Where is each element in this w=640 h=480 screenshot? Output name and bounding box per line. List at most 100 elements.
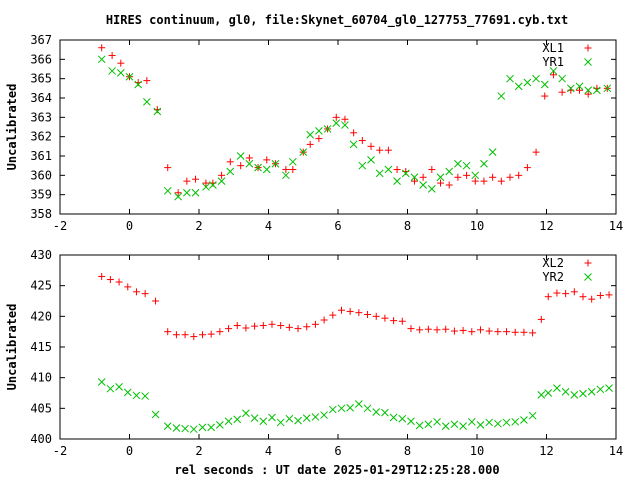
x-tick-label: 14	[609, 444, 623, 458]
x-tick-label: 0	[126, 219, 133, 233]
data-point-yr1	[575, 82, 584, 91]
x-tick-label: 10	[470, 444, 484, 458]
data-point-xl2	[364, 310, 372, 318]
data-point-yr1	[410, 173, 419, 182]
y-tick-label: 425	[30, 279, 52, 293]
data-point-xl1	[532, 148, 540, 156]
data-point-xl2	[570, 288, 578, 296]
data-point-xl2	[485, 327, 493, 335]
y-axis-label: Uncalibrated	[5, 84, 19, 171]
data-point-yr2	[285, 414, 294, 423]
data-point-yr1	[153, 107, 162, 116]
data-point-yr2	[570, 390, 579, 399]
data-point-yr2	[189, 425, 198, 434]
x-tick-label: 2	[195, 219, 202, 233]
y-tick-label: 365	[30, 72, 52, 86]
data-point-yr1	[332, 119, 341, 127]
data-point-yr2	[372, 408, 381, 416]
data-point-xl2	[132, 288, 140, 296]
data-point-xl1	[282, 166, 290, 174]
x-axis-label: rel seconds : UT date 2025-01-29T12:25:2…	[174, 463, 499, 477]
data-point-xl1	[523, 164, 531, 172]
data-point-yr2	[354, 400, 363, 408]
data-point-xl2	[407, 325, 415, 333]
data-point-xl1	[237, 162, 245, 170]
data-point-yr1	[384, 165, 393, 174]
data-point-xl1	[183, 177, 191, 185]
data-point-yr1	[282, 171, 290, 180]
legend-label-yr1: YR1	[542, 55, 564, 69]
data-point-yr2	[544, 389, 553, 397]
y-tick-label: 420	[30, 309, 52, 323]
legend-label-yr2: YR2	[542, 270, 564, 284]
data-point-xl1	[350, 129, 358, 137]
data-point-xl2	[141, 290, 149, 298]
data-point-yr2	[250, 414, 259, 423]
data-point-yr2	[596, 385, 605, 394]
top-panel: -2 0 2 4 6 8 10 12 14 358 359 360 361 362 363 364 365 366…	[5, 33, 623, 233]
data-point-xl1	[515, 171, 523, 179]
data-point-yr2	[207, 423, 216, 432]
data-point-yr1	[202, 183, 210, 191]
data-point-yr2	[198, 423, 207, 432]
data-point-xl1	[471, 177, 479, 185]
data-point-xl1	[341, 115, 349, 123]
x-tick-label: 6	[334, 444, 341, 458]
data-point-yr2	[163, 422, 172, 430]
data-point-xl2	[337, 306, 345, 314]
data-point-xl1	[174, 189, 182, 197]
data-point-xl2	[303, 323, 311, 331]
data-point-xl1	[263, 156, 271, 164]
data-point-yr2	[528, 411, 537, 420]
data-point-yr2	[242, 409, 250, 418]
data-point-yr1	[454, 159, 462, 168]
data-point-yr1	[393, 177, 401, 185]
data-point-yr1	[323, 125, 332, 133]
data-point-yr1	[271, 159, 280, 168]
x-tick-label: 0	[126, 444, 133, 458]
x-tick-label: -2	[53, 444, 67, 458]
data-point-xl1	[489, 173, 497, 181]
data-point-yr2	[485, 418, 494, 427]
data-point-xl1	[332, 113, 340, 121]
data-point-xl1	[192, 175, 200, 183]
data-point-yr1	[226, 167, 235, 176]
data-point-xl2	[164, 328, 172, 336]
data-point-xl1	[454, 173, 462, 181]
y-tick-label: 359	[30, 188, 52, 202]
y-tick-label: 358	[30, 207, 52, 221]
data-point-yr2	[259, 417, 268, 426]
data-point-yr1	[436, 173, 445, 182]
data-point-xl2	[225, 325, 233, 333]
data-point-yr1	[143, 98, 151, 106]
data-point-yr1	[306, 130, 315, 139]
x-tick-label: 2	[195, 444, 202, 458]
data-point-xl1	[98, 44, 106, 52]
data-point-xl2	[277, 322, 285, 330]
data-point-yr1	[125, 72, 134, 81]
data-point-yr1	[236, 152, 245, 160]
x-tick-label: 12	[539, 219, 553, 233]
y-axis-label: Uncalibrated	[5, 304, 19, 391]
data-point-xl2	[520, 328, 528, 336]
data-point-yr2	[106, 384, 115, 393]
data-point-yr1	[593, 86, 601, 95]
data-point-xl2	[285, 323, 293, 331]
data-point-xl2	[294, 325, 302, 333]
data-point-xl2	[190, 333, 198, 341]
chart-title: HIRES continuum, gl0, file:Skynet_60704_…	[106, 13, 568, 28]
data-point-yr1	[532, 74, 540, 83]
data-point-xl2	[198, 331, 206, 339]
data-point-yr2	[181, 424, 189, 433]
data-point-xl2	[172, 331, 180, 339]
data-point-yr1	[349, 140, 358, 149]
data-point-yr2	[459, 422, 467, 430]
x-tick-label: 8	[404, 444, 411, 458]
data-point-xl2	[433, 326, 441, 334]
data-point-xl1	[315, 135, 323, 143]
y-tick-label: 400	[30, 432, 52, 446]
data-point-yr2	[328, 405, 337, 414]
data-point-yr1	[506, 74, 514, 83]
data-point-xl2	[372, 312, 380, 320]
data-point-xl2	[242, 324, 250, 332]
